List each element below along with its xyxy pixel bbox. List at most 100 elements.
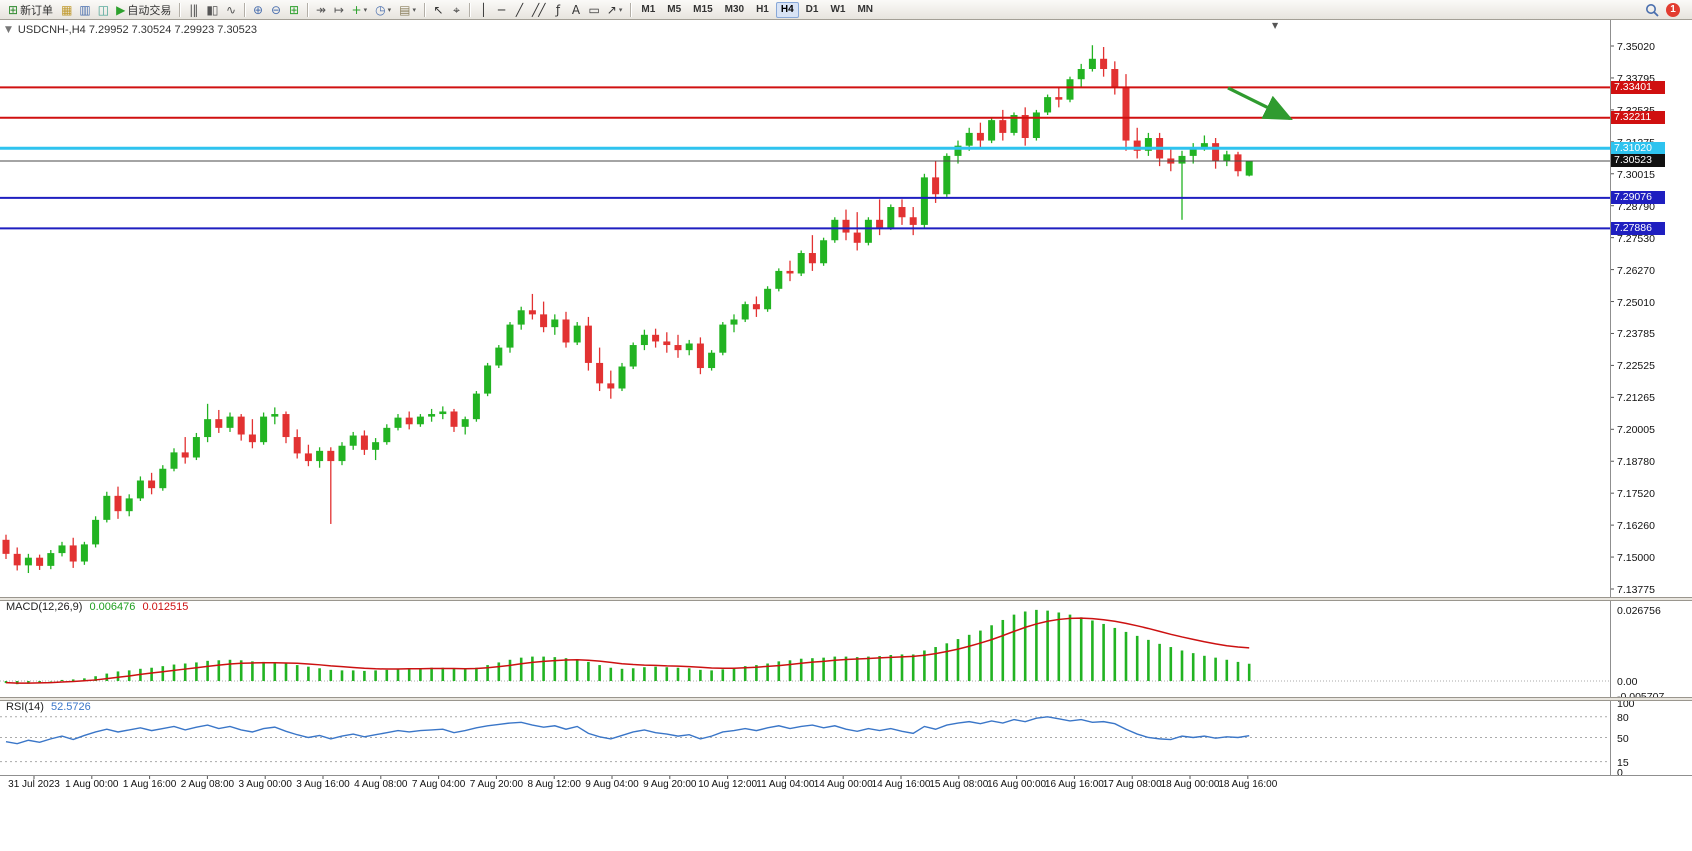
new-order-button-label: 新订单: [20, 4, 54, 17]
fibonacci-icon: ƒ: [555, 2, 560, 17]
crosshair-icon: ⌖: [453, 2, 460, 17]
label-button[interactable]: ▭: [584, 1, 602, 19]
text-icon: A: [571, 2, 580, 17]
one-click-trading-toggle[interactable]: ▼: [5, 25, 12, 35]
horizontal-line-button[interactable]: ─: [492, 1, 510, 19]
time-axis-separator: [0, 775, 1692, 776]
price-tick-label: 7.16260: [1617, 520, 1655, 533]
timeframe-d1[interactable]: D1: [801, 2, 824, 18]
price-tick-label: 7.27530: [1617, 232, 1655, 245]
label-icon: ▭: [588, 2, 599, 17]
caret-down-icon: ▾: [387, 5, 392, 14]
panel-divider-macd[interactable]: [0, 597, 1692, 601]
caret-down-icon: ▾: [363, 5, 368, 14]
autotrading-button[interactable]: ▶ 自动交易: [112, 1, 175, 19]
ohlc-text: USDCNH-,H4 7.29952 7.30524 7.29923 7.305…: [17, 24, 258, 36]
chart-shift-marker[interactable]: ▼: [1272, 21, 1279, 30]
macd-label: MACD(12,26,9) 0.006476 0.012515: [6, 601, 188, 613]
new-chart-icon: +: [351, 2, 362, 17]
timeframe-w1[interactable]: W1: [825, 2, 850, 18]
templates-icon: ▤: [399, 2, 410, 17]
time-tick-label: 8 Aug 12:00: [527, 779, 581, 790]
fibonacci-button[interactable]: ƒ: [548, 1, 566, 19]
trendline-button[interactable]: ╱: [510, 1, 528, 19]
market-watch-button[interactable]: ▥: [75, 1, 93, 19]
chart-shift-button[interactable]: ↦: [330, 1, 348, 19]
time-tick-label: 7 Aug 04:00: [411, 779, 466, 790]
channel-button[interactable]: ╱╱: [528, 1, 548, 19]
caret-down-icon: ▾: [412, 5, 416, 14]
auto-scroll-button[interactable]: ↠: [312, 1, 330, 19]
macd-axis-label: 0.026756: [1617, 605, 1661, 617]
text-button[interactable]: A: [566, 1, 584, 19]
macd-name: MACD(12,26,9): [6, 601, 83, 613]
chart-ohlc-label: ▼ USDCNH-,H4 7.29952 7.30524 7.29923 7.3…: [5, 24, 257, 36]
time-tick-label: 14 Aug 16:00: [871, 779, 931, 790]
data-window-icon: ◫: [97, 2, 109, 17]
data-window-button[interactable]: ◫: [94, 1, 112, 19]
toolbar-separator: [179, 2, 181, 17]
zoom-in-button[interactable]: ⊕: [249, 1, 267, 19]
new-chart-button[interactable]: + ▾: [348, 1, 372, 19]
time-tick-label: 2 Aug 08:00: [180, 779, 235, 790]
support-line-upper-badge: 7.29076: [1611, 191, 1665, 205]
time-tick-label: 1 Aug 16:00: [122, 779, 177, 790]
timeframe-mn[interactable]: MN: [852, 2, 878, 18]
macd-signal-line: [5, 617, 1250, 684]
resistance-line-upper-badge: 7.33401: [1611, 80, 1665, 94]
zoom-out-icon: ⊖: [271, 2, 281, 17]
rsi-axis-label: 50: [1617, 732, 1629, 745]
macd-histogram: [4, 609, 1251, 685]
price-tick-label: 7.18780: [1617, 456, 1655, 469]
toolbar-buttons: ⊞ 新订单 ▦ ▥ ◫ ▶ 自动交易 |‖ ▮▯ ∿ ⊕ ⊖ ⊞ ↠ ↦ + ▾ ◷ ▾ ▤ ▾ ↖ ⌖ │ ─ ╱ ╱╱ ƒ A ▭ ↗ ▾…: [4, 0, 879, 19]
timeframe-m15[interactable]: M15: [688, 2, 717, 18]
price-tick-label: 7.25010: [1617, 296, 1655, 309]
rsi-axis-label: 100: [1617, 698, 1635, 710]
trend-arrow[interactable]: [1227, 86, 1293, 121]
templates-button[interactable]: ▤ ▾: [395, 1, 420, 19]
timeframe-h1[interactable]: H1: [751, 2, 774, 18]
time-tick-label: 16 Aug 16:00: [1044, 779, 1104, 790]
periods-button[interactable]: ◷ ▾: [371, 1, 395, 19]
search-icon[interactable]: [1645, 3, 1659, 17]
tile-windows-button[interactable]: ⊞: [285, 1, 303, 19]
charts-button[interactable]: ▦: [57, 1, 75, 19]
caret-down-icon: ▾: [618, 5, 623, 14]
arrows-button[interactable]: ↗ ▾: [603, 1, 627, 19]
periods-icon: ◷: [375, 2, 386, 17]
bar-chart-button[interactable]: |‖: [184, 1, 202, 19]
time-tick-label: 15 Aug 08:00: [929, 779, 989, 790]
timeframe-m30[interactable]: M30: [720, 2, 749, 18]
new-order-icon: ⊞: [8, 2, 18, 17]
rsi-axis-label: 0: [1617, 767, 1623, 779]
rsi-line: [5, 716, 1250, 745]
new-order-button[interactable]: ⊞ 新订单: [4, 1, 57, 19]
rsi-label: RSI(14) 52.5726: [6, 701, 91, 713]
candlestick-button[interactable]: ▮▯: [202, 1, 221, 19]
vertical-line-button[interactable]: │: [474, 1, 492, 19]
crosshair-button[interactable]: ⌖: [447, 1, 465, 19]
time-tick-label: 7 Aug 20:00: [469, 779, 524, 790]
autotrading-button-label: 自动交易: [127, 4, 172, 17]
panel-divider-rsi[interactable]: [0, 697, 1692, 701]
price-tick-label: 7.17520: [1617, 488, 1655, 501]
time-tick-label: 31 Jul 2023: [8, 779, 60, 790]
price-tick-label: 7.23785: [1617, 328, 1655, 341]
toolbar-separator: [423, 2, 425, 17]
trendline-icon: ╱: [515, 2, 523, 17]
pivot-line-cyan-badge: 7.31020: [1611, 141, 1665, 155]
timeframe-m1[interactable]: M1: [636, 2, 660, 18]
line-chart-button[interactable]: ∿: [222, 1, 240, 19]
time-tick-label: 16 Aug 00:00: [987, 779, 1047, 790]
timeframe-h4[interactable]: H4: [775, 1, 799, 18]
notification-badge[interactable]: 1: [1666, 2, 1680, 17]
timeframe-m5[interactable]: M5: [662, 2, 686, 18]
tile-windows-icon: ⊞: [289, 2, 299, 17]
macd-signal-value: 0.012515: [142, 601, 189, 613]
time-tick-label: 1 Aug 00:00: [65, 779, 119, 790]
cursor-button[interactable]: ↖: [429, 1, 447, 19]
zoom-out-button[interactable]: ⊖: [267, 1, 285, 19]
time-tick-label: 4 Aug 08:00: [354, 779, 408, 790]
time-tick-label: 9 Aug 20:00: [643, 779, 697, 790]
